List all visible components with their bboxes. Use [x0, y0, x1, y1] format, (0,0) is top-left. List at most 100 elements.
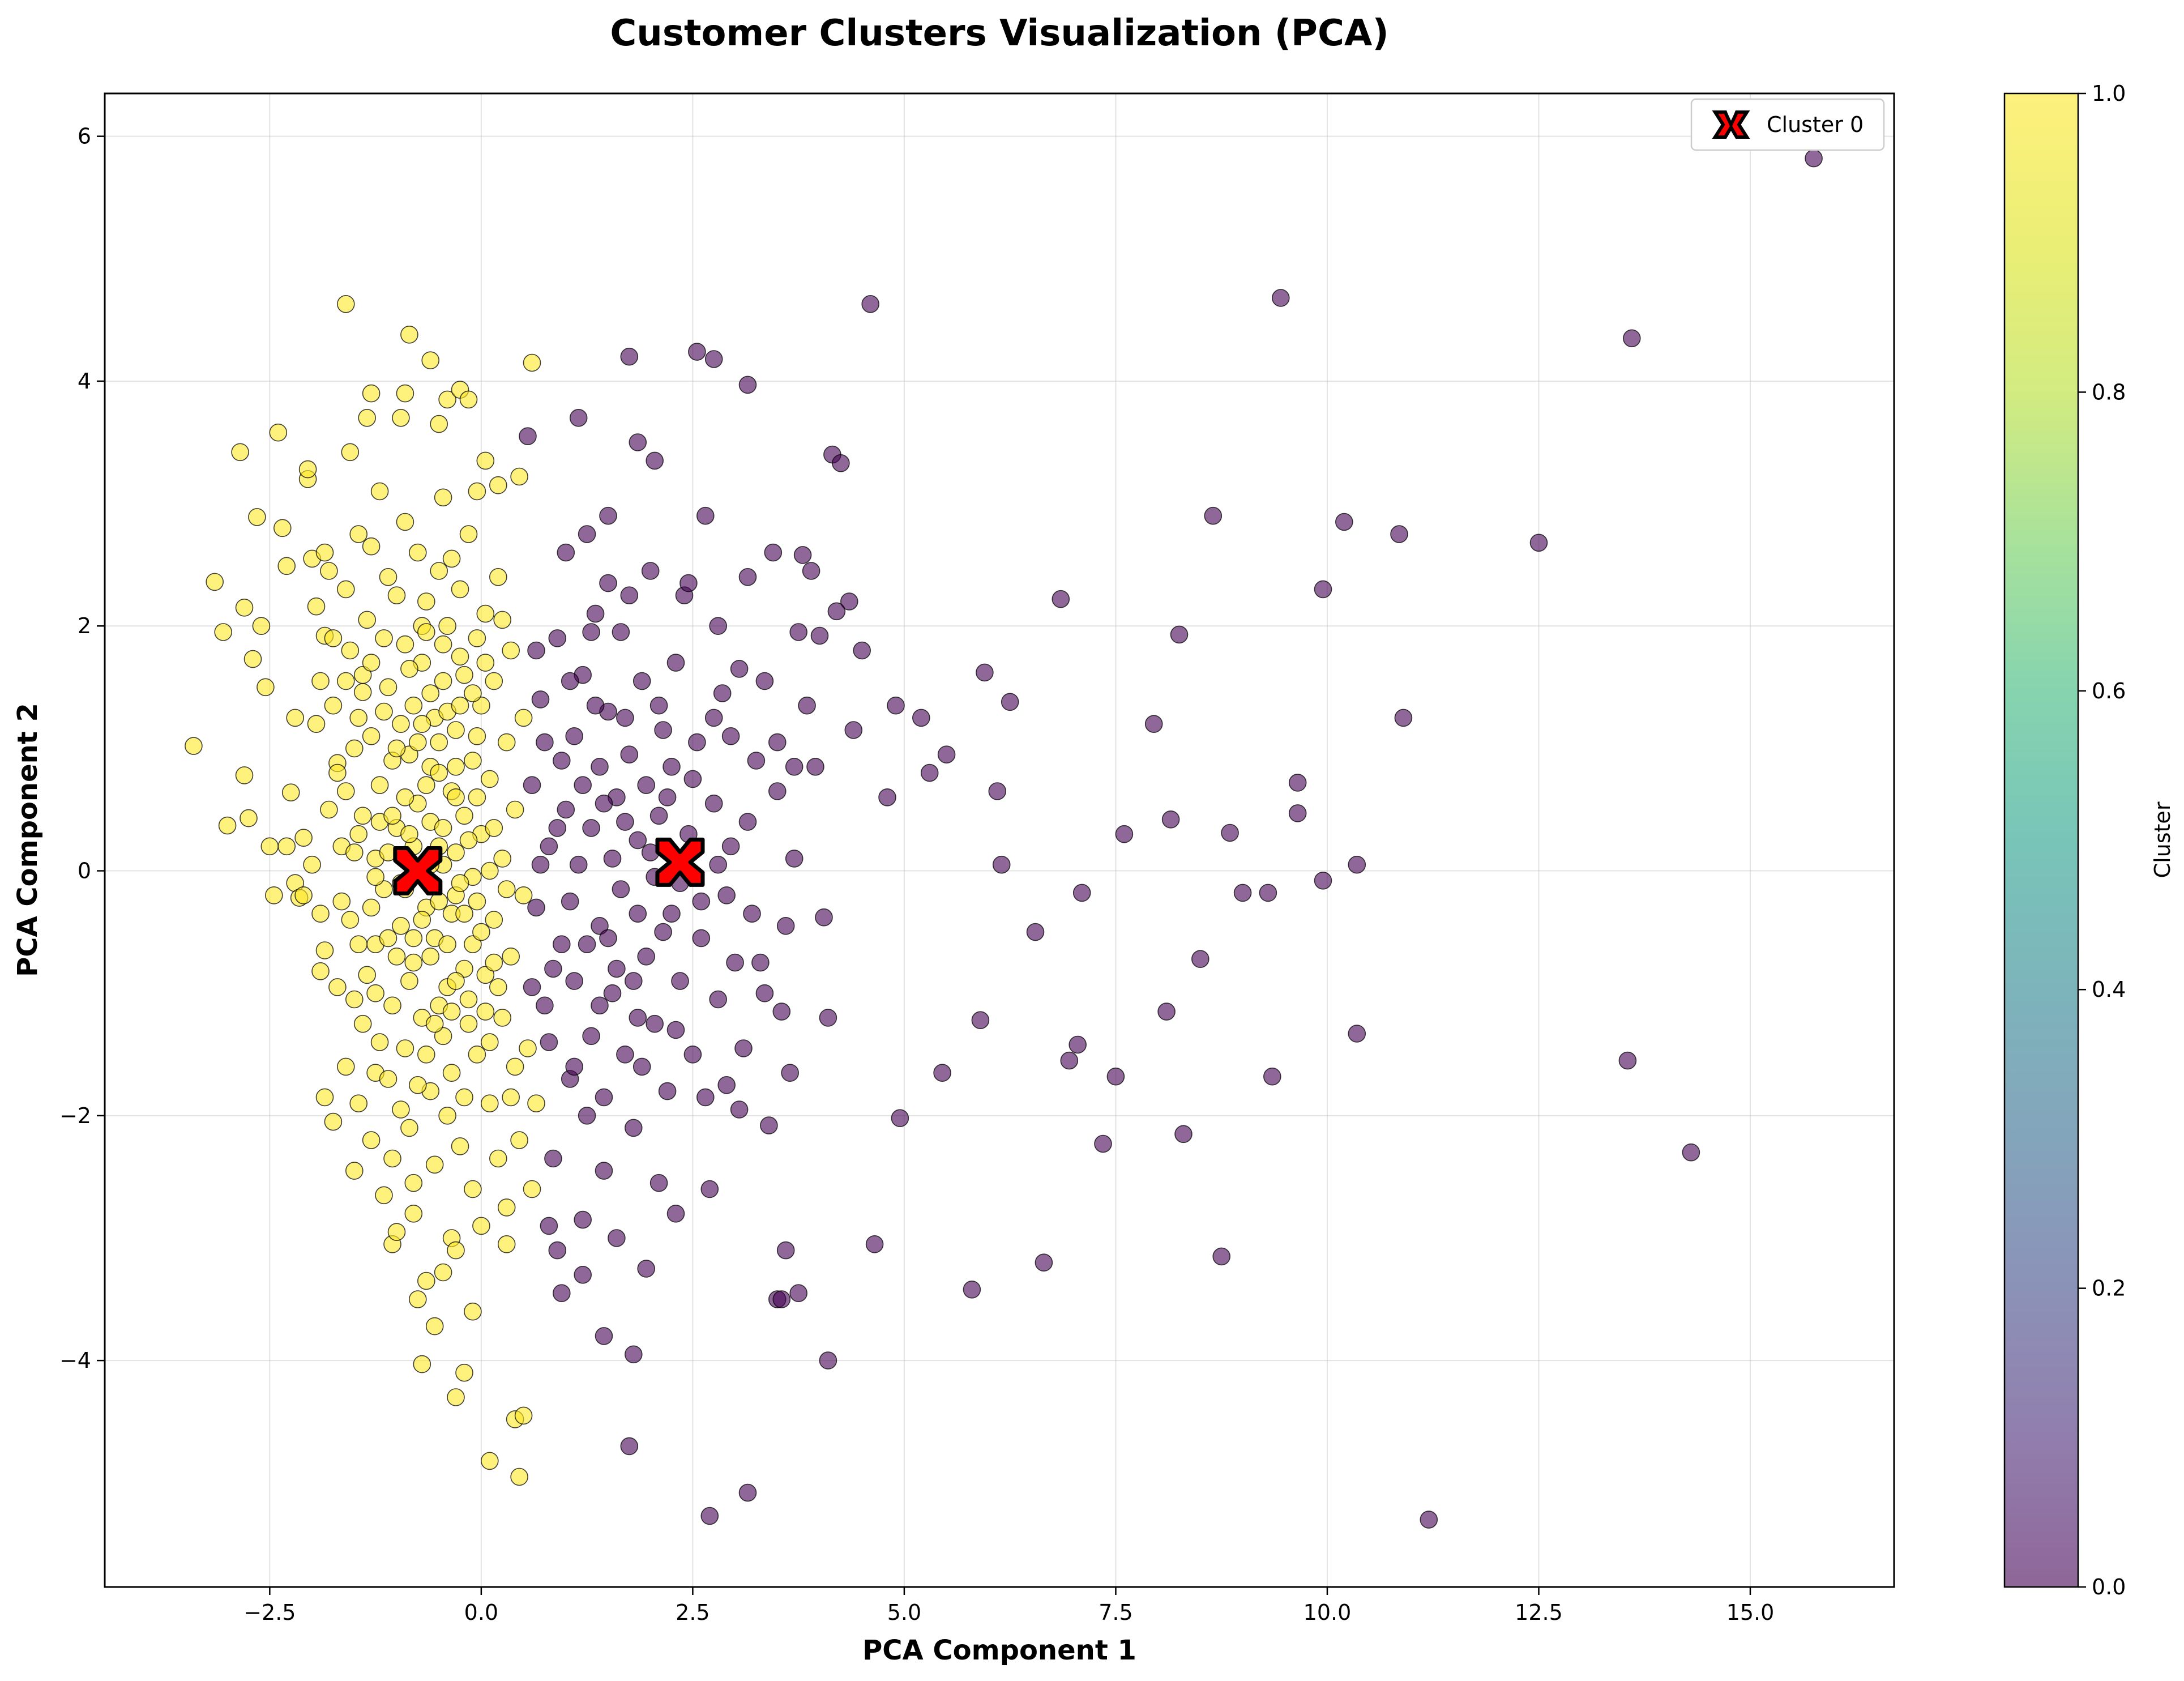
- data-point: [430, 733, 448, 752]
- data-point: [404, 1205, 423, 1223]
- y-tick-label: −2: [59, 1103, 91, 1128]
- data-point: [666, 654, 685, 672]
- data-point: [260, 837, 279, 856]
- data-point: [362, 384, 381, 403]
- data-point: [734, 1039, 753, 1057]
- data-point: [366, 984, 384, 1002]
- data-point: [527, 898, 545, 917]
- data-point: [751, 953, 770, 972]
- data-point: [540, 837, 558, 856]
- data-point: [510, 467, 528, 486]
- data-point: [1094, 1134, 1112, 1153]
- data-point: [315, 941, 334, 959]
- data-point: [743, 905, 761, 923]
- data-point: [586, 604, 605, 623]
- data-point: [336, 782, 355, 800]
- data-point: [404, 929, 423, 948]
- data-point: [349, 709, 368, 727]
- data-point: [595, 794, 613, 813]
- data-point: [425, 1155, 444, 1174]
- data-point: [616, 1046, 634, 1064]
- data-point: [1805, 149, 1823, 168]
- data-point: [578, 1107, 596, 1125]
- data-point: [485, 911, 503, 929]
- x-tick-label: 15.0: [1726, 1600, 1775, 1625]
- data-point: [235, 766, 254, 784]
- data-point: [658, 788, 677, 807]
- data-point: [379, 1070, 398, 1088]
- data-point: [328, 978, 347, 996]
- data-point: [853, 641, 871, 660]
- data-point: [434, 1027, 452, 1046]
- data-point: [696, 506, 715, 525]
- data-point: [1115, 825, 1134, 843]
- data-point: [806, 758, 824, 776]
- data-point: [764, 543, 783, 562]
- data-point: [548, 819, 567, 837]
- data-point: [738, 1483, 757, 1502]
- data-point: [485, 672, 503, 690]
- data-point: [1060, 1051, 1079, 1070]
- data-point: [692, 929, 711, 948]
- data-point: [768, 782, 787, 800]
- data-point: [785, 850, 803, 868]
- data-point: [721, 837, 740, 856]
- data-point: [937, 745, 956, 763]
- data-point: [464, 935, 482, 953]
- y-axis-label: PCA Component 2: [12, 703, 44, 977]
- data-point: [776, 1241, 795, 1260]
- data-point: [700, 1507, 719, 1525]
- data-point: [336, 295, 355, 313]
- data-point: [502, 641, 520, 660]
- data-point: [375, 702, 393, 721]
- data-point: [358, 408, 377, 427]
- data-point: [362, 727, 381, 745]
- data-point: [688, 733, 706, 752]
- data-point: [798, 696, 816, 715]
- data-point: [625, 972, 643, 990]
- data-point: [214, 623, 233, 641]
- data-point: [438, 390, 456, 409]
- data-point: [776, 917, 795, 935]
- data-point: [933, 1064, 951, 1082]
- data-point: [620, 586, 639, 604]
- data-point: [1157, 1002, 1176, 1021]
- data-point: [616, 709, 634, 727]
- data-point: [1069, 1035, 1087, 1054]
- data-point: [654, 721, 672, 739]
- data-point: [679, 574, 698, 592]
- data-point: [692, 892, 711, 911]
- data-point: [353, 1014, 372, 1033]
- data-point: [540, 1217, 558, 1235]
- data-point: [625, 1119, 643, 1137]
- data-point: [1288, 804, 1307, 822]
- data-point: [912, 709, 930, 727]
- data-point: [417, 623, 435, 641]
- data-point: [421, 684, 440, 702]
- data-point: [370, 1033, 389, 1051]
- data-point: [396, 513, 414, 531]
- data-point: [447, 1241, 465, 1260]
- data-point: [396, 635, 414, 654]
- colorbar-gradient: [2003, 92, 2079, 1588]
- data-point: [793, 546, 812, 564]
- data-point: [332, 892, 351, 911]
- data-point: [1335, 513, 1353, 531]
- data-point: [1288, 774, 1307, 792]
- data-point: [1263, 1067, 1281, 1086]
- data-point: [281, 783, 300, 801]
- data-point: [612, 623, 630, 641]
- data-point: [387, 739, 406, 758]
- data-point: [666, 1021, 685, 1039]
- data-point: [277, 837, 296, 856]
- data-point: [578, 935, 596, 953]
- data-point: [629, 905, 647, 923]
- data-point: [349, 525, 368, 543]
- data-point: [586, 696, 605, 715]
- data-point: [632, 672, 651, 690]
- data-point: [988, 782, 1007, 800]
- data-point: [341, 641, 360, 660]
- data-point: [1420, 1511, 1438, 1529]
- x-tick-label: 5.0: [887, 1600, 921, 1625]
- data-point: [206, 573, 224, 591]
